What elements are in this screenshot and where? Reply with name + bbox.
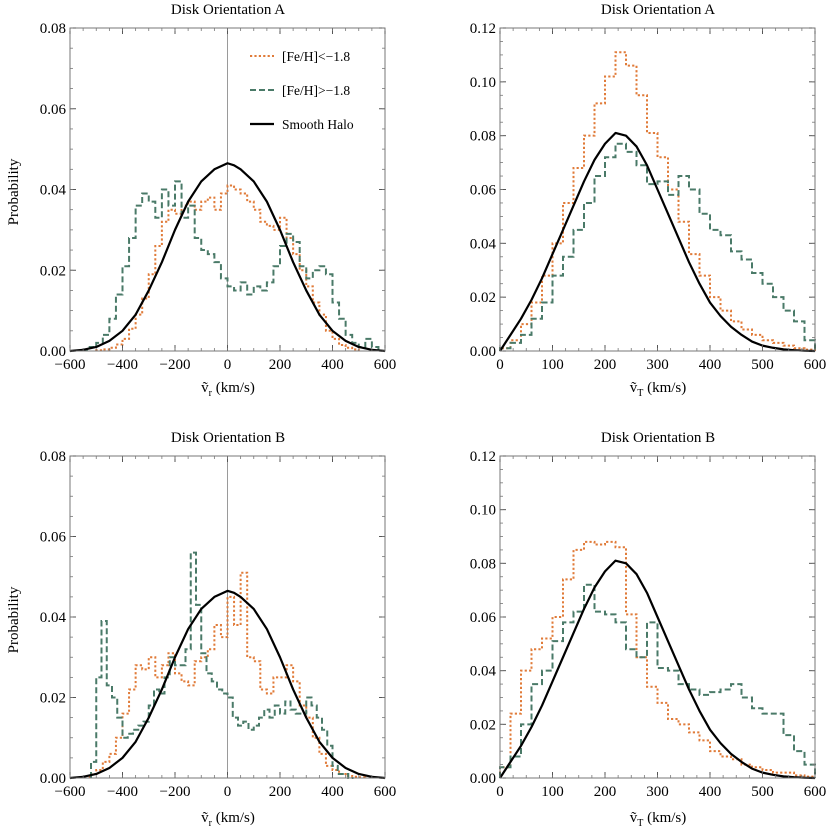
- x-tick-label: 500: [751, 357, 774, 373]
- panel-disk-b-radial: Disk Orientation B Probability ṽr (km/s)…: [6, 430, 396, 829]
- x-tick-label: 100: [541, 784, 564, 800]
- x-tick-label: 300: [646, 784, 669, 800]
- y-tick-label: 0.02: [470, 290, 496, 306]
- y-tick-label: 0.08: [470, 556, 496, 572]
- y-tick-label: 0.02: [470, 717, 496, 733]
- smooth-halo-curve: [499, 131, 816, 353]
- x-axis-label: ṽr (km/s): [201, 810, 255, 829]
- y-tick-label: 0.04: [470, 236, 497, 252]
- x-tick-label: −400: [107, 357, 138, 373]
- x-tick-label: 200: [594, 784, 617, 800]
- y-tick-label: 0.00: [470, 344, 496, 360]
- metal-poor-histogram: [88, 571, 367, 779]
- metal-rich-histogram: [499, 142, 816, 351]
- smooth-halo-curve: [69, 162, 386, 353]
- panel-title: Disk Orientation B: [601, 430, 715, 446]
- y-tick-label: 0.06: [470, 610, 497, 626]
- y-tick-label: 0.06: [470, 183, 497, 199]
- y-tick-label: 0.06: [40, 530, 67, 546]
- metal-rich-histogram: [82, 180, 380, 351]
- x-tick-label: 200: [269, 357, 292, 373]
- x-tick-label: 600: [804, 784, 827, 800]
- panel-title: Disk Orientation B: [171, 430, 285, 446]
- smooth-halo-curve: [499, 559, 816, 780]
- x-tick-label: 200: [269, 784, 292, 800]
- metal-rich-histogram: [90, 551, 354, 779]
- x-tick-label: −600: [55, 357, 86, 373]
- y-axis-label: Probability: [6, 158, 22, 225]
- x-tick-label: 400: [321, 357, 344, 373]
- y-tick-label: 0.02: [40, 263, 66, 279]
- x-tick-label: 0: [496, 357, 504, 373]
- x-tick-label: 0: [224, 784, 232, 800]
- y-tick-label: 0.02: [40, 691, 66, 707]
- legend-label: [Fe/H]<−1.8: [282, 49, 350, 64]
- y-tick-label: 0.04: [40, 183, 67, 199]
- y-tick-label: 0.04: [40, 610, 67, 626]
- y-tick-label: 0.00: [40, 344, 66, 360]
- y-tick-label: 0.12: [470, 449, 496, 465]
- y-tick-label: 0.10: [470, 75, 496, 91]
- y-tick-label: 0.12: [470, 21, 496, 37]
- y-tick-label: 0.00: [470, 771, 496, 787]
- smooth-halo-curve: [69, 589, 386, 780]
- legend-label: Smooth Halo: [282, 117, 354, 132]
- x-axis-label: ṽT (km/s): [630, 380, 687, 399]
- y-tick-label: 0.08: [470, 129, 496, 145]
- y-axis-label: Probability: [6, 586, 22, 653]
- x-axis-label: ṽT (km/s): [630, 810, 687, 829]
- x-tick-label: 400: [699, 784, 722, 800]
- metal-poor-histogram: [499, 51, 816, 351]
- y-tick-label: 0.10: [470, 503, 496, 519]
- panel-disk-b-tangential: Disk Orientation B ṽT (km/s) 0 100 200 300 4…: [470, 430, 827, 829]
- panel-title: Disk Orientation A: [601, 2, 715, 18]
- legend-label: [Fe/H]>−1.8: [282, 83, 350, 98]
- x-tick-label: 500: [751, 784, 774, 800]
- panel-disk-a-radial: Disk Orientation A Probability ṽr (km/s)…: [6, 2, 396, 399]
- x-tick-label: 600: [804, 357, 827, 373]
- y-tick-label: 0.04: [470, 664, 497, 680]
- x-tick-label: 600: [374, 357, 397, 373]
- x-tick-label: 400: [321, 784, 344, 800]
- y-tick-label: 0.00: [40, 771, 66, 787]
- x-tick-label: 200: [594, 357, 617, 373]
- x-tick-label: −600: [55, 784, 86, 800]
- x-tick-label: 0: [496, 784, 504, 800]
- metal-rich-histogram: [499, 583, 816, 778]
- x-tick-label: −400: [107, 784, 138, 800]
- x-tick-label: 0: [224, 357, 232, 373]
- x-tick-label: 600: [374, 784, 397, 800]
- y-tick-label: 0.06: [40, 102, 67, 118]
- x-tick-label: 400: [699, 357, 722, 373]
- x-tick-label: 100: [541, 357, 564, 373]
- x-axis-label: ṽr (km/s): [201, 380, 255, 399]
- x-tick-label: 300: [646, 357, 669, 373]
- panel-title: Disk Orientation A: [171, 2, 285, 18]
- y-tick-label: 0.08: [40, 449, 66, 465]
- x-tick-label: −200: [160, 357, 191, 373]
- y-tick-label: 0.08: [40, 21, 66, 37]
- x-tick-label: −200: [160, 784, 191, 800]
- panel-disk-a-tangential: Disk Orientation A ṽT (km/s) 0 100 200 300 4…: [470, 2, 827, 399]
